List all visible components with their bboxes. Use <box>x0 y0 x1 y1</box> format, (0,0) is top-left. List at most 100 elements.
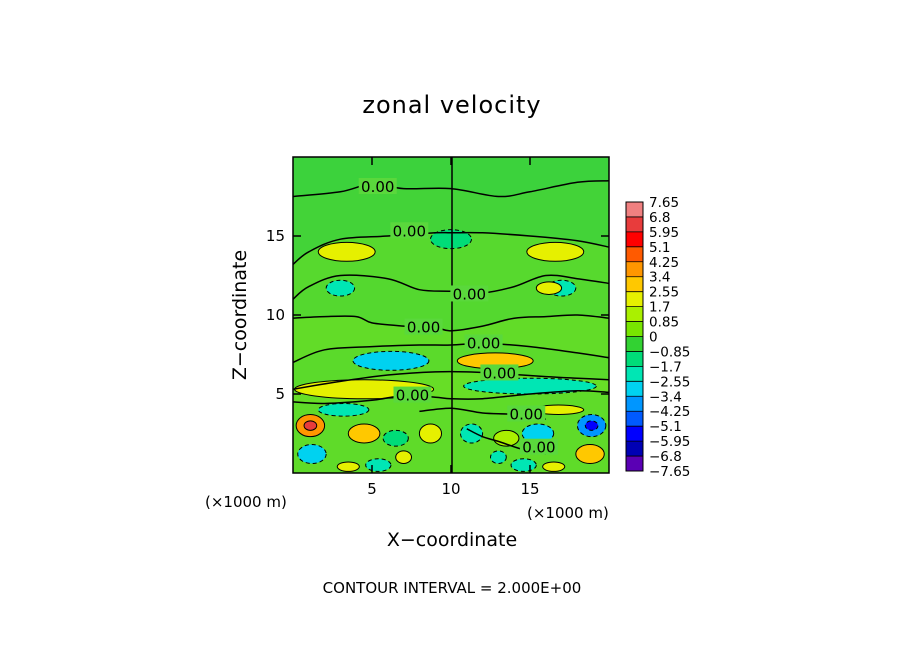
negative-contour <box>352 350 430 371</box>
colorbar-swatch <box>626 291 643 307</box>
colorbar-label: 6.8 <box>649 210 670 226</box>
contour-label: 0.00 <box>396 387 429 405</box>
colorbar-label: −6.8 <box>649 449 682 465</box>
negative-contour <box>459 423 484 444</box>
zero-contour-line <box>293 231 609 265</box>
negative-contour <box>510 458 537 472</box>
x-unit-left: (×1000 m) <box>205 493 287 511</box>
colorbar-label: 4.25 <box>649 255 679 271</box>
contour-interval-text: CONTOUR INTERVAL = 2.000E+00 <box>323 579 582 597</box>
colorbar-swatch <box>626 261 643 278</box>
colorbar-swatch <box>626 336 643 352</box>
chart-title: zonal velocity <box>362 91 541 119</box>
positive-contour <box>542 461 566 472</box>
y-axis-ticks: 5 10 15 <box>266 227 609 403</box>
colorbar-label: 0 <box>649 330 658 346</box>
colorbar-swatch <box>626 411 643 427</box>
colorbar-swatch <box>626 441 643 457</box>
y-tick-label: 5 <box>275 385 285 403</box>
contour-band <box>293 275 609 473</box>
colorbar-swatch <box>626 276 643 292</box>
x-tick-label: 15 <box>520 480 539 498</box>
zero-contour-line <box>293 314 609 332</box>
colorbar-swatch <box>626 366 643 382</box>
contour-labels: 0.00 0.00 0.00 0.00 0.00 0.00 0.00 0.00 0.00 <box>358 178 558 457</box>
contour-label-bg <box>390 222 429 239</box>
positive-contour <box>336 461 360 472</box>
negative-contour <box>297 444 327 465</box>
plot-area: 0.00 0.00 0.00 0.00 0.00 0.00 0.00 0.00 0.00 <box>292 156 610 474</box>
contour-label-bg <box>480 364 519 381</box>
contour-fills <box>293 180 609 473</box>
colorbar-swatch <box>626 456 643 472</box>
positive-contour <box>535 281 563 295</box>
colorbar-label: 7.65 <box>649 195 679 211</box>
x-unit-right: (×1000 m) <box>527 504 609 522</box>
x-axis-ticks: 5 10 15 <box>367 157 540 498</box>
colorbar-swatch <box>626 321 643 337</box>
negative-contour <box>365 458 392 472</box>
colorbar-label: 5.95 <box>649 225 679 241</box>
negative-contour <box>317 402 370 417</box>
contour-label-bg <box>450 285 489 302</box>
colorbar-label: −1.7 <box>649 359 682 375</box>
negative-contour <box>429 229 473 250</box>
positive-contour <box>317 241 376 262</box>
positive-contour <box>303 420 318 431</box>
negative-contour <box>463 377 597 395</box>
negative-contour <box>382 429 409 447</box>
y-tick-label: 10 <box>266 306 285 324</box>
y-axis-label: Z−coordinate <box>229 250 251 380</box>
colorbar-swatch <box>626 396 643 412</box>
colorbar-swatch <box>626 202 643 218</box>
colorbar-label: −0.85 <box>649 344 690 360</box>
negative-contour <box>490 450 507 465</box>
colorbar-swatch <box>626 216 643 233</box>
colorbar-label: −2.55 <box>649 374 690 390</box>
negative-contour <box>325 279 356 297</box>
zero-contour-line <box>293 370 609 391</box>
plot-background <box>293 157 609 473</box>
colorbar-label: 2.55 <box>649 285 679 301</box>
positive-contour <box>418 423 443 444</box>
colorbar-swatch <box>626 231 643 248</box>
colorbar-swatch <box>626 246 643 263</box>
positive-contour <box>575 444 605 465</box>
colorbar-label: 1.7 <box>649 300 670 316</box>
contour-label: 0.00 <box>483 364 516 382</box>
colorbar-label: 5.1 <box>649 240 670 256</box>
positive-contour <box>526 241 585 262</box>
colorbar-label: −4.25 <box>649 404 690 420</box>
colorbar-label: −5.1 <box>649 419 682 435</box>
x-tick-label: 5 <box>367 480 377 498</box>
contour-label: 0.00 <box>407 319 440 337</box>
colorbar-swatch <box>626 381 643 397</box>
positive-contour <box>395 450 413 465</box>
colorbar-swatch <box>626 306 643 322</box>
contour-label-bg <box>358 178 397 195</box>
zero-contour-line <box>293 342 609 364</box>
contour-label-bg <box>393 386 432 403</box>
colorbar-label: −7.65 <box>649 464 690 480</box>
contour-label-bg <box>507 405 546 422</box>
contour-label: 0.00 <box>453 285 486 303</box>
contour-label: 0.00 <box>361 178 394 196</box>
colorbar-label: 3.4 <box>649 270 670 286</box>
negative-contour <box>521 423 555 444</box>
contour-label-bg <box>404 318 443 335</box>
colorbar-label: 0.85 <box>649 315 679 331</box>
contour-label: 0.00 <box>522 439 555 457</box>
contour-label: 0.00 <box>510 406 543 424</box>
colorbar-swatch <box>626 426 643 442</box>
negative-contour <box>584 420 599 431</box>
colorbar: 7.656.85.955.14.253.42.551.70.850−0.85−1… <box>625 195 690 480</box>
contour-label: 0.00 <box>393 222 426 240</box>
colorbar-label: −3.4 <box>649 389 682 405</box>
y-tick-label: 15 <box>266 227 285 245</box>
contour-label-bg <box>519 438 558 455</box>
contour-label: 0.00 <box>467 334 500 352</box>
zero-contour-line <box>293 179 609 198</box>
colorbar-swatch <box>626 351 643 367</box>
zero-contour-line <box>293 390 609 405</box>
